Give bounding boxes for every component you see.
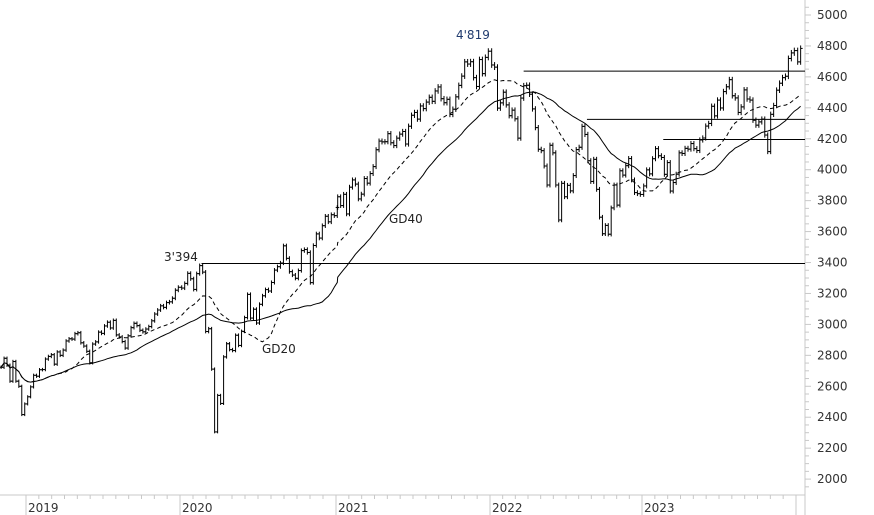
annotation-peak-2020: 3'394	[164, 250, 198, 264]
y-tick-label: 2600	[817, 379, 848, 393]
y-tick-label: 2000	[817, 472, 848, 486]
y-tick-label: 3000	[817, 317, 848, 331]
y-tick-label: 5000	[817, 8, 848, 22]
y-tick-label: 4400	[817, 101, 848, 115]
x-tick-label: 2019	[28, 501, 59, 515]
x-tick-label: 2023	[644, 501, 675, 515]
label-gd40: GD40	[389, 212, 423, 226]
y-tick-label: 2200	[817, 441, 848, 455]
y-tick-label: 3400	[817, 256, 848, 270]
y-tick-label: 3200	[817, 286, 848, 300]
y-tick-label: 3800	[817, 194, 848, 208]
y-tick-label: 3600	[817, 225, 848, 239]
y-tick-label: 2800	[817, 348, 848, 362]
annotation-peak-2022: 4'819	[456, 28, 490, 42]
y-tick-label: 2400	[817, 410, 848, 424]
y-tick-label: 4200	[817, 132, 848, 146]
y-tick-label: 4600	[817, 70, 848, 84]
y-tick-label: 4000	[817, 163, 848, 177]
y-tick-label: 4800	[817, 39, 848, 53]
label-gd20: GD20	[262, 342, 296, 356]
x-tick-label: 2022	[492, 501, 523, 515]
x-tick-label: 2020	[182, 501, 213, 515]
x-tick-label: 2021	[338, 501, 369, 515]
moving-average-gd20	[0, 79, 801, 383]
moving-average-gd40	[0, 91, 801, 383]
